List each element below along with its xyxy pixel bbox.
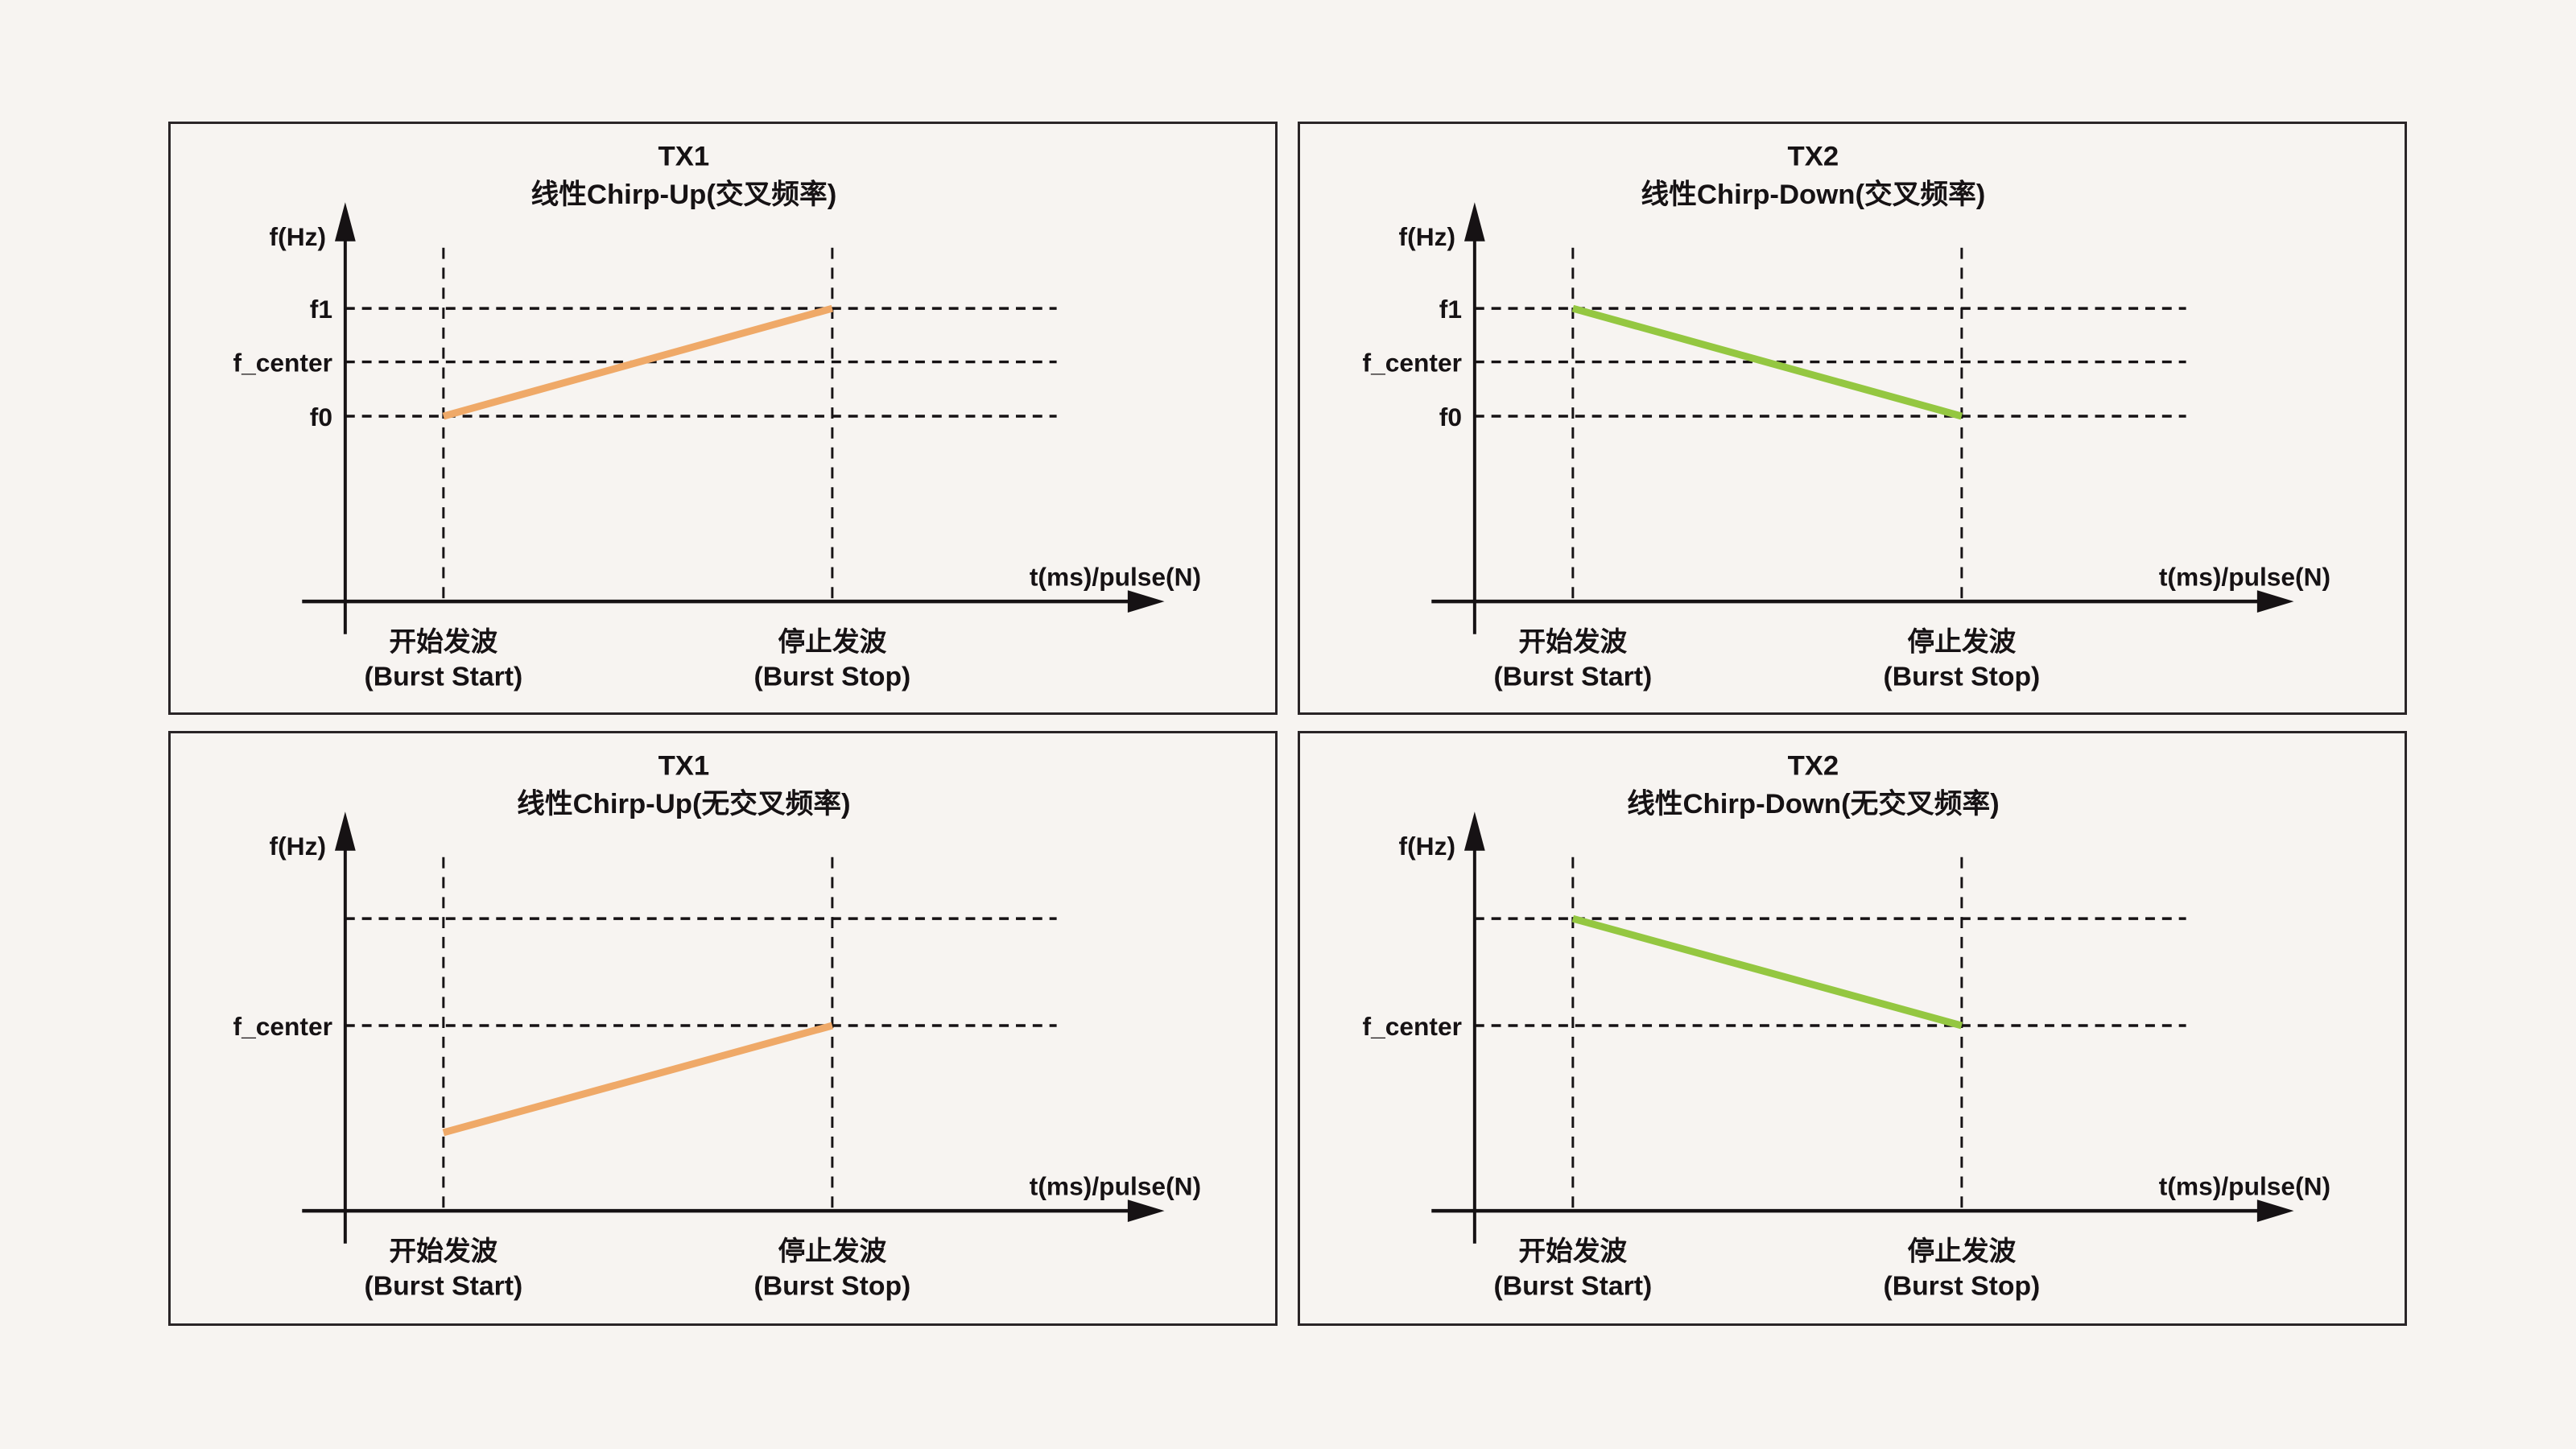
x-axis-label: t(ms)/pulse(N) bbox=[2159, 1171, 2330, 1200]
x-tick-burst-start-en: (Burst Start) bbox=[1493, 661, 1652, 691]
x-axis-arrow-icon bbox=[1127, 590, 1165, 613]
x-axis-label: t(ms)/pulse(N) bbox=[1030, 1171, 1201, 1200]
y-tick-f1: f1 bbox=[1439, 295, 1462, 324]
chart-tx1-crossed: TX1 线性Chirp-Up(交叉频率) f(Hz) t(ms)/pulse(N… bbox=[233, 142, 1202, 692]
y-axis-arrow-icon bbox=[334, 202, 356, 242]
y-axis-arrow-icon bbox=[334, 811, 356, 851]
y-tick-f0: f0 bbox=[1439, 402, 1462, 431]
x-tick-burst-stop-zh: 停止发波 bbox=[1907, 627, 2016, 658]
x-axis-arrow-icon bbox=[2256, 590, 2294, 613]
y-axis-label: f(Hz) bbox=[270, 222, 326, 251]
y-axis-label: f(Hz) bbox=[270, 832, 327, 861]
panel-tx2-noncrossed: TX2 线性Chirp-Down(无交叉频率) f(Hz) t(ms)/puls… bbox=[1298, 731, 2407, 1326]
x-tick-burst-start-zh: 开始发波 bbox=[1518, 627, 1627, 658]
panel-subtitle: 线性Chirp-Down(无交叉频率) bbox=[1627, 787, 2000, 819]
y-axis-label: f(Hz) bbox=[1399, 222, 1455, 251]
x-tick-burst-stop-en: (Burst Stop) bbox=[753, 1270, 910, 1301]
x-tick-burst-start-zh: 开始发波 bbox=[1518, 1236, 1627, 1267]
chart-tx2-crossed: TX2 线性Chirp-Down(交叉频率) f(Hz) t(ms)/pulse… bbox=[1363, 142, 2331, 692]
x-tick-burst-stop-en: (Burst Stop) bbox=[1883, 661, 2040, 691]
y-tick-f-center: f_center bbox=[233, 1012, 332, 1041]
panel-subtitle: 线性Chirp-Up(交叉频率) bbox=[531, 178, 837, 210]
panel-title: TX2 bbox=[1788, 142, 1839, 172]
panel-title: TX1 bbox=[658, 751, 710, 782]
x-axis-label: t(ms)/pulse(N) bbox=[2159, 562, 2330, 591]
x-tick-burst-start-en: (Burst Start) bbox=[1493, 1270, 1652, 1301]
y-tick-f-center: f_center bbox=[1363, 348, 1462, 377]
x-tick-burst-stop-zh: 停止发波 bbox=[778, 1236, 886, 1267]
y-tick-f0: f0 bbox=[310, 402, 332, 431]
y-tick-f-center: f_center bbox=[233, 348, 332, 377]
y-tick-f-center: f_center bbox=[1363, 1012, 1462, 1041]
chart-tx2-noncrossed: TX2 线性Chirp-Down(无交叉频率) f(Hz) t(ms)/puls… bbox=[1363, 751, 2331, 1302]
x-axis-label: t(ms)/pulse(N) bbox=[1030, 562, 1201, 591]
x-tick-burst-start-zh: 开始发波 bbox=[389, 627, 497, 658]
panel-subtitle: 线性Chirp-Up(无交叉频率) bbox=[517, 787, 850, 819]
y-tick-f1: f1 bbox=[310, 295, 332, 324]
panel-subtitle: 线性Chirp-Down(交叉频率) bbox=[1641, 178, 1985, 210]
y-axis-label: f(Hz) bbox=[1399, 832, 1456, 861]
chirp-down-line bbox=[1571, 914, 1963, 1030]
panel-tx1-noncrossed: TX1 线性Chirp-Up(无交叉频率) f(Hz) t(ms)/pulse(… bbox=[168, 731, 1278, 1326]
x-tick-burst-stop-zh: 停止发波 bbox=[778, 627, 886, 658]
panel-tx1-crossed: TX1 线性Chirp-Up(交叉频率) f(Hz) t(ms)/pulse(N… bbox=[168, 122, 1278, 715]
y-axis-arrow-icon bbox=[1463, 202, 1485, 242]
panel-title: TX2 bbox=[1788, 751, 1839, 782]
x-tick-burst-start-zh: 开始发波 bbox=[389, 1236, 497, 1267]
x-tick-burst-stop-zh: 停止发波 bbox=[1907, 1236, 2016, 1267]
panel-tx2-crossed: TX2 线性Chirp-Down(交叉频率) f(Hz) t(ms)/pulse… bbox=[1298, 122, 2407, 715]
chirp-up-line bbox=[442, 1022, 834, 1137]
chirp-down-line bbox=[1571, 304, 1963, 420]
x-axis-arrow-icon bbox=[1127, 1199, 1165, 1223]
y-axis-arrow-icon bbox=[1463, 811, 1485, 851]
x-axis-arrow-icon bbox=[2256, 1199, 2294, 1223]
chart-tx1-noncrossed: TX1 线性Chirp-Up(无交叉频率) f(Hz) t(ms)/pulse(… bbox=[233, 751, 1202, 1302]
x-tick-burst-start-en: (Burst Start) bbox=[364, 1270, 522, 1301]
x-tick-burst-start-en: (Burst Start) bbox=[364, 661, 522, 691]
panel-title: TX1 bbox=[658, 142, 710, 172]
x-tick-burst-stop-en: (Burst Stop) bbox=[753, 661, 910, 691]
chirp-up-line bbox=[442, 304, 834, 420]
x-tick-burst-stop-en: (Burst Stop) bbox=[1883, 1270, 2040, 1301]
